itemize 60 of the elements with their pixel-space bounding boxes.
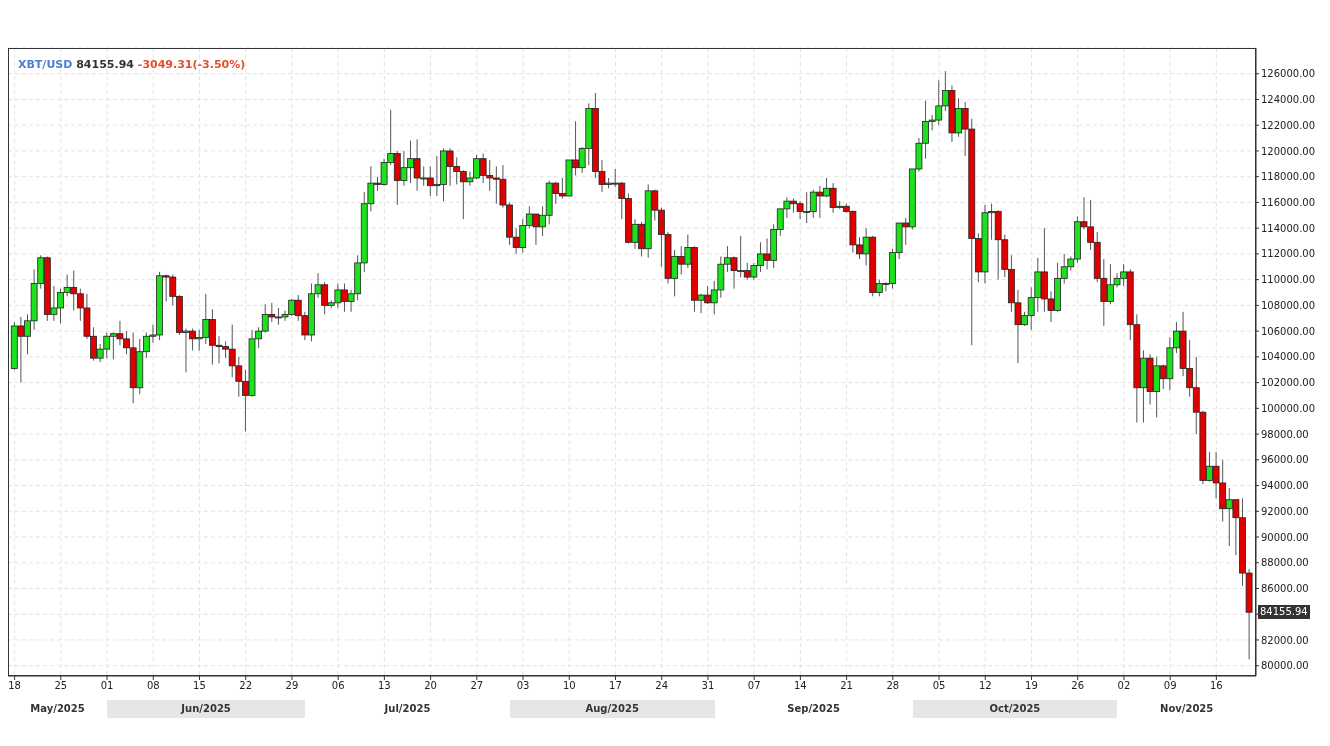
x-tick-label: 02 — [1117, 680, 1131, 692]
text: Jun/2025 — [107, 700, 306, 718]
x-tick-label: 27 — [470, 680, 484, 692]
text: Aug/2025 — [509, 700, 715, 718]
y-tick-label: 94000.00 — [1261, 480, 1309, 492]
text: 84155.94 -3049.31(-3.50%) — [76, 58, 246, 71]
y-tick-label: 126000.00 — [1261, 68, 1316, 80]
y-tick-label: 108000.00 — [1261, 299, 1316, 311]
y-tick-label: 102000.00 — [1261, 377, 1316, 389]
x-tick-label: 28 — [886, 680, 900, 692]
y-tick-label: 80000.00 — [1261, 660, 1309, 672]
y-tick-label: 92000.00 — [1261, 505, 1309, 517]
x-tick-label: 25 — [54, 680, 68, 692]
y-tick-label: 90000.00 — [1261, 531, 1309, 543]
text: Nov/2025 — [1117, 700, 1256, 718]
x-tick-label: 06 — [331, 680, 345, 692]
y-tick-label: 88000.00 — [1261, 557, 1309, 569]
y-tick-label: 118000.00 — [1261, 171, 1316, 183]
text: XBT/USD — [18, 58, 73, 71]
x-tick-label: 03 — [516, 680, 530, 692]
x-tick-label: 13 — [378, 680, 391, 692]
y-tick-label: 106000.00 — [1261, 325, 1316, 337]
y-tick-label: 120000.00 — [1261, 145, 1316, 157]
y-tick-label: 116000.00 — [1261, 196, 1316, 208]
x-tick-label: 08 — [146, 680, 160, 692]
x-tick-label: 22 — [239, 680, 253, 692]
x-tick-label: 09 — [1163, 680, 1177, 692]
x-tick-label: 12 — [978, 680, 992, 692]
x-tick-label: 05 — [932, 680, 946, 692]
text: Oct/2025 — [912, 700, 1118, 718]
x-tick-label: 16 — [1210, 680, 1223, 692]
y-tick-label: 100000.00 — [1261, 402, 1316, 414]
text: May/2025 — [8, 700, 108, 718]
x-tick-label: 24 — [655, 680, 669, 692]
annotation: 84155.94 — [1258, 605, 1310, 620]
x-tick-label: 19 — [1025, 680, 1038, 692]
y-tick-label: 114000.00 — [1261, 222, 1316, 234]
x-tick-label: 07 — [747, 680, 761, 692]
x-tick-label: 29 — [285, 680, 299, 692]
y-tick-label: 82000.00 — [1261, 634, 1309, 646]
text: Jul/2025 — [305, 700, 510, 718]
y-tick-label: 104000.00 — [1261, 351, 1316, 363]
y-tick-label: 86000.00 — [1261, 583, 1309, 595]
x-tick-label: 21 — [840, 680, 853, 692]
y-tick-label: 96000.00 — [1261, 454, 1309, 466]
x-tick-label: 18 — [8, 680, 21, 692]
x-tick-label: 31 — [701, 680, 715, 692]
x-tick-label: 17 — [609, 680, 622, 692]
x-tick-label: 20 — [424, 680, 437, 692]
y-tick-label: 112000.00 — [1261, 248, 1316, 260]
y-tick-label: 110000.00 — [1261, 274, 1316, 286]
x-tick-label: 26 — [1071, 680, 1085, 692]
y-tick-label: 122000.00 — [1261, 119, 1316, 131]
x-tick-label: 14 — [794, 680, 807, 692]
x-tick-label: 01 — [100, 680, 114, 692]
text: Sep/2025 — [714, 700, 913, 718]
y-tick-label: 98000.00 — [1261, 428, 1309, 440]
x-tick-label: 15 — [193, 680, 206, 692]
x-tick-label: 10 — [562, 680, 576, 692]
y-tick-label: 124000.00 — [1261, 94, 1316, 106]
